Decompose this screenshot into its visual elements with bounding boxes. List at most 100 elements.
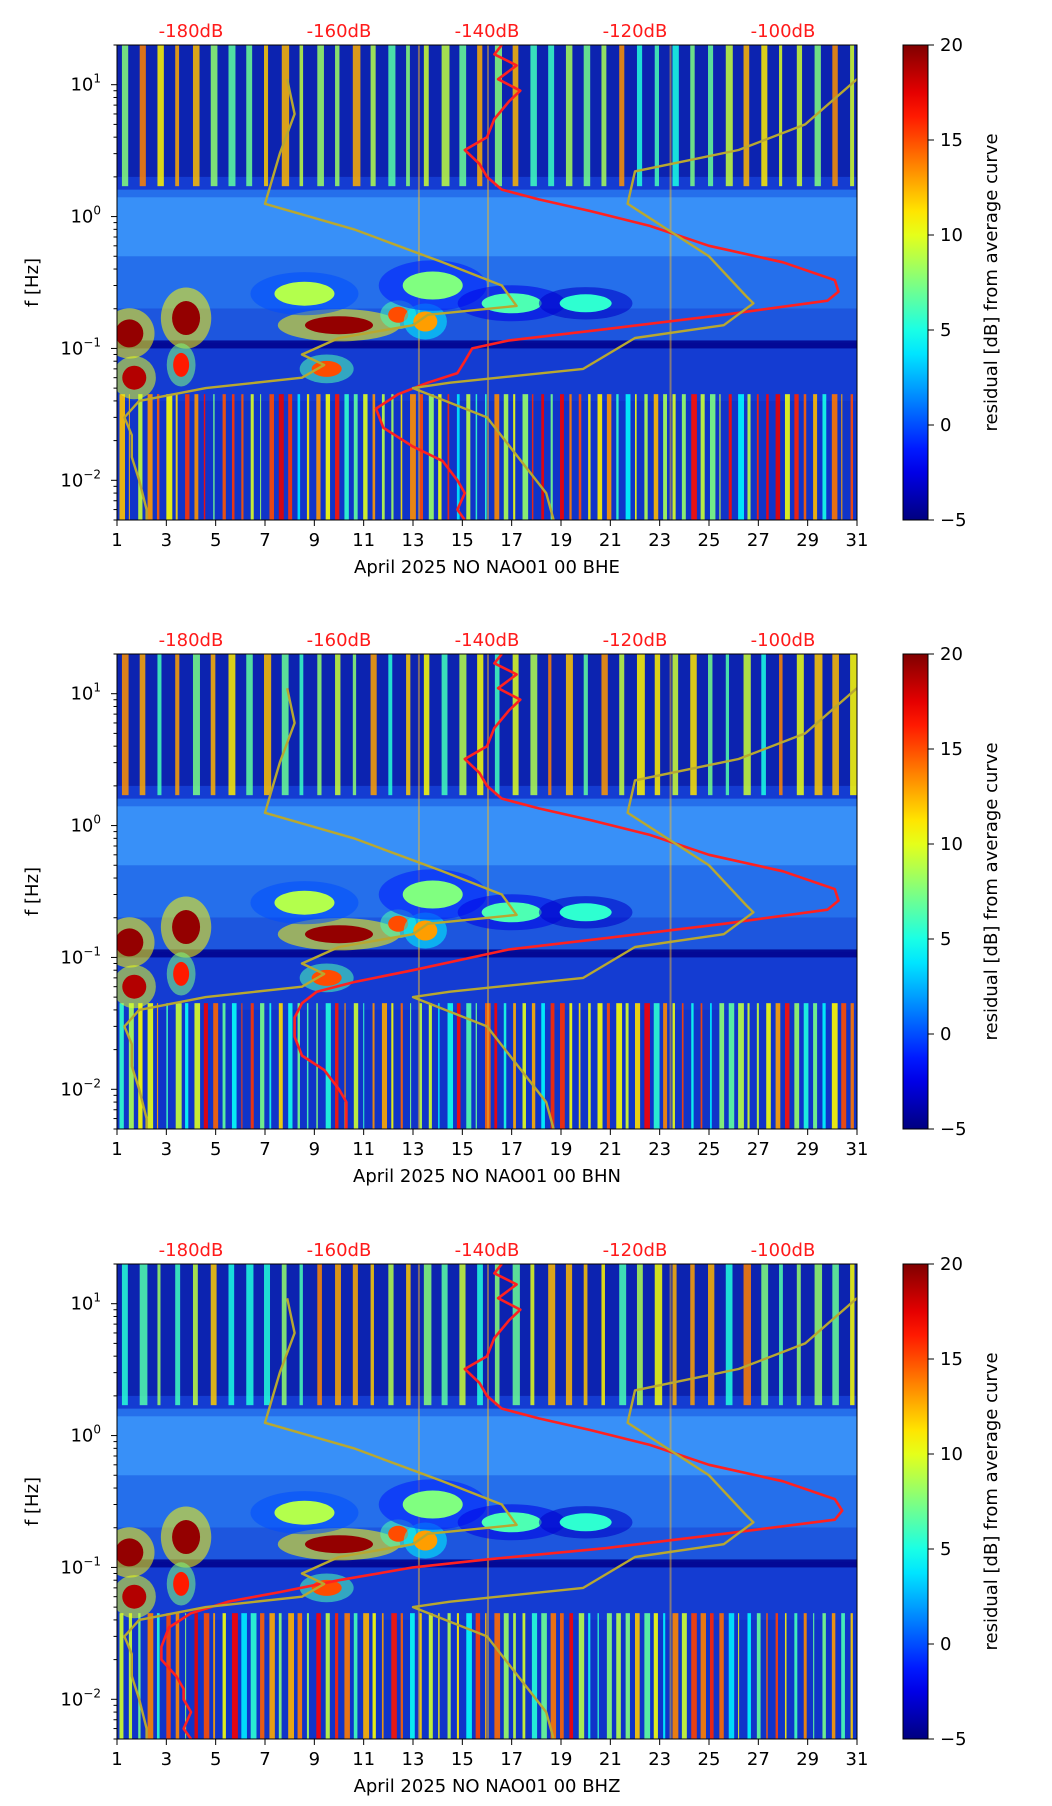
lf-stripe [756, 1613, 761, 1739]
lf-stripe [738, 394, 744, 520]
colorbar-tick-label: 20 [940, 1254, 963, 1275]
colorbar-tick-label: −5 [940, 1729, 967, 1750]
db-scale-label: -160dB [307, 630, 372, 651]
lf-stripe [269, 394, 274, 520]
lf-stripe [766, 1003, 771, 1129]
x-tick-label: 11 [352, 1749, 375, 1770]
y-tick-exponent: 0 [93, 204, 101, 218]
hf-stripe [139, 654, 146, 796]
lf-stripe [653, 1003, 660, 1129]
lf-stripe [653, 1613, 658, 1739]
lf-stripe [513, 1003, 516, 1129]
plot-frame [116, 653, 858, 1130]
db-scale-label: -140dB [455, 1240, 520, 1261]
lf-stripe [410, 1003, 412, 1129]
x-tick-label: 29 [796, 1139, 819, 1160]
hf-stripe [281, 654, 289, 796]
hf-stripe [477, 1264, 483, 1406]
microseism-peak [274, 281, 335, 306]
lf-stripe [241, 1003, 243, 1129]
lf-stripe [475, 1613, 481, 1739]
hf-stripe [796, 654, 804, 796]
lf-stripe [784, 1003, 790, 1129]
hf-stripe [654, 1264, 663, 1406]
lf-stripe [222, 394, 226, 520]
lf-stripe [822, 394, 827, 520]
db-scale-label: -100dB [751, 21, 816, 42]
hf-stripe [406, 654, 411, 796]
hf-stripe [352, 45, 361, 187]
lf-stripe [531, 1003, 536, 1129]
colorbar-tick-label: 5 [940, 1539, 951, 1560]
lf-stripe [213, 394, 215, 520]
hf-stripe [743, 45, 750, 187]
lf-stripe [297, 394, 301, 520]
hf-stripe [761, 1264, 769, 1406]
lf-stripe [784, 1613, 787, 1739]
x-tick-label: 9 [309, 1139, 320, 1160]
lf-stripe [194, 1613, 198, 1739]
lf-stripe [185, 394, 190, 520]
lf-stripe [185, 1003, 189, 1129]
y-tick-base: 10 [60, 947, 83, 968]
hf-stripe [281, 1264, 287, 1406]
lf-stripe [288, 394, 293, 520]
lf-stripe [597, 394, 603, 520]
lf-stripe [569, 1003, 573, 1129]
average-curve [374, 45, 840, 520]
lf-stripe [522, 1613, 526, 1739]
microseism-peak [402, 880, 463, 909]
lf-stripe [578, 1003, 581, 1129]
colorbar-tick-label: 0 [940, 1024, 951, 1045]
event-line [669, 1264, 672, 1739]
y-tick-label: 10−1 [60, 1554, 101, 1578]
microseism-peak [481, 1512, 542, 1533]
x-tick-label: 17 [500, 1749, 523, 1770]
microseism-peak [481, 293, 542, 314]
hf-stripe [850, 654, 857, 796]
y-tick-exponent: −1 [83, 944, 101, 958]
colorbar-tick-label: −5 [940, 510, 967, 531]
lf-stripe [822, 1003, 826, 1129]
lf-stripe [522, 394, 529, 520]
lf-stripe [728, 394, 732, 520]
lf-stripe [494, 1003, 498, 1129]
x-tick-label: 21 [599, 530, 622, 551]
lf-stripe [803, 1613, 807, 1739]
hf-stripe [779, 654, 783, 796]
lf-stripe [400, 1003, 403, 1129]
lf-stripe [738, 1613, 740, 1739]
x-tick-label: 3 [161, 530, 172, 551]
hf-stripe [441, 654, 448, 796]
y-tick-label: 100 [70, 204, 101, 228]
hf-stripe [832, 45, 838, 187]
lf-stripe [325, 394, 331, 520]
lf-stripe [475, 394, 478, 520]
hf-stripe [121, 1264, 128, 1406]
lf-stripe [447, 1003, 454, 1129]
event-line [669, 45, 672, 520]
lf-stripe [663, 1003, 668, 1129]
x-tick-label: 1 [111, 1139, 122, 1160]
hf-stripe [459, 45, 467, 187]
hf-stripe [779, 45, 783, 187]
hf-stripe [370, 654, 377, 796]
x-tick-label: 15 [451, 1749, 474, 1770]
hf-stripe [743, 1264, 751, 1406]
lf-stripe [766, 394, 769, 520]
hf-stripe [281, 45, 290, 187]
lf-stripe [728, 1003, 735, 1129]
hf-stripe [459, 1264, 466, 1406]
hf-stripe [264, 654, 272, 796]
hf-stripe [246, 654, 253, 796]
lf-stripe [597, 1613, 599, 1739]
lf-stripe [494, 1613, 501, 1739]
hf-stripe [175, 654, 180, 796]
y-tick-exponent: −1 [83, 335, 101, 349]
lf-stripe [203, 1003, 208, 1129]
x-tick-label: 9 [309, 530, 320, 551]
hf-stripe [512, 1264, 520, 1406]
lf-stripe [241, 394, 244, 520]
